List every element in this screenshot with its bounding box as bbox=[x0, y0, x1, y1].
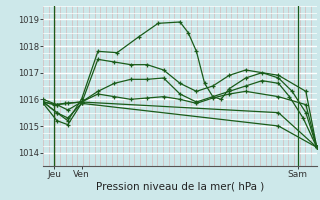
X-axis label: Pression niveau de la mer( hPa ): Pression niveau de la mer( hPa ) bbox=[96, 182, 264, 192]
